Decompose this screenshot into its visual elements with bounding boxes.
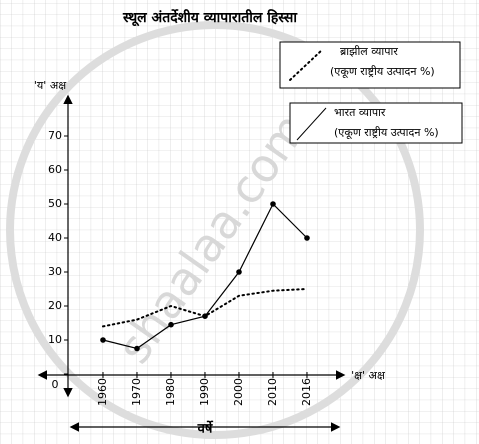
legend-note: (एकूण राष्ट्रीय उत्पादन %)	[334, 126, 439, 140]
y-tick-label: 0	[52, 378, 59, 391]
x-tick-label: 2000	[232, 378, 245, 406]
point	[304, 235, 310, 241]
x-tick-label: 2016	[300, 378, 313, 406]
point	[202, 313, 208, 320]
x-title: वर्षे	[197, 421, 214, 437]
legend-note: (एकूण राष्ट्रीय उत्पादन %)	[330, 65, 435, 79]
x-tick-label: 1970	[130, 378, 143, 406]
x-axis-label: 'क्ष' अक्ष	[351, 369, 386, 382]
y-tick-label: 70	[48, 129, 62, 142]
x-tick-label: 1990	[198, 378, 211, 406]
legend-box	[289, 102, 463, 144]
watermark-ring	[6, 21, 424, 439]
point	[100, 337, 106, 343]
y-tick-label: 10	[48, 333, 62, 346]
y-tick-label: 30	[48, 265, 62, 278]
legend-swatch	[296, 107, 327, 141]
x-tick-label: 1980	[164, 378, 177, 406]
y-tick-label: 50	[48, 197, 62, 210]
point	[270, 201, 276, 207]
point	[134, 345, 140, 352]
legend-label: ब्राझील व्यापार	[340, 45, 398, 58]
x-tick-label: 1960	[96, 378, 109, 406]
x-tick-label: 2010	[266, 378, 279, 406]
chart-title: स्थूल अंतर्देशीय व्यापारातील हिस्सा	[122, 9, 298, 27]
legend-swatch	[289, 49, 323, 81]
point	[236, 269, 242, 275]
y-axis-label: 'य' अक्ष	[34, 79, 67, 92]
y-tick-label: 60	[48, 163, 62, 176]
legend-label: भारत व्यापार	[334, 106, 386, 119]
legend-box	[279, 41, 461, 89]
y-tick-label: 40	[48, 231, 62, 244]
y-tick-label: 20	[48, 299, 62, 312]
point	[168, 321, 174, 328]
